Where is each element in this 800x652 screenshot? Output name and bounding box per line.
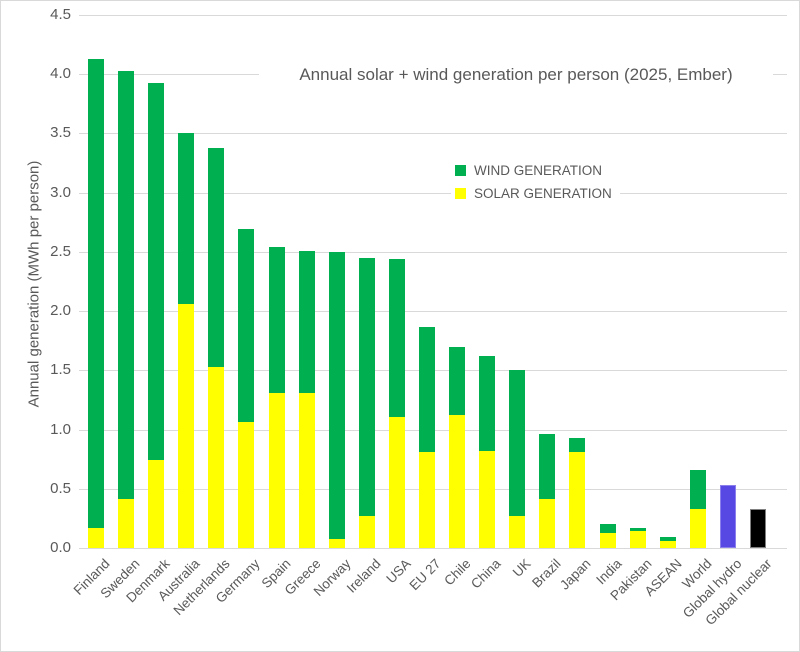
- bar-eu-27-wind-generation: [418, 326, 435, 453]
- y-tick-label: 4.0: [50, 65, 71, 83]
- gridline: [79, 15, 787, 16]
- y-tick-label: 0.0: [50, 539, 71, 556]
- bar-uk-wind-generation: [509, 370, 526, 516]
- bar-eu-27-solar-generation: [418, 452, 435, 548]
- y-tick-label: 3.0: [50, 183, 71, 201]
- bar-india-wind-generation: [599, 524, 616, 533]
- legend-item-solar: SOLAR GENERATION: [455, 182, 612, 205]
- y-tick-label: 0.5: [50, 479, 71, 497]
- bar-global-nuclear-other: [749, 508, 766, 548]
- bar-finland-solar-generation: [88, 527, 104, 548]
- y-tick-label: 4.5: [50, 6, 71, 23]
- bar-uk-solar-generation: [509, 516, 526, 548]
- bar-japan-wind-generation: [569, 437, 586, 453]
- bar-australia-solar-generation: [178, 304, 195, 548]
- bar-india-solar-generation: [599, 532, 616, 548]
- bar-spain-wind-generation: [268, 247, 285, 393]
- bar-germany-wind-generation: [238, 229, 255, 423]
- bar-world-solar-generation: [689, 508, 706, 548]
- gridline: [79, 192, 787, 194]
- bar-denmark-solar-generation: [148, 460, 165, 548]
- bar-ireland-wind-generation: [358, 257, 375, 516]
- bar-greece-wind-generation: [298, 250, 315, 393]
- bar-spain-solar-generation: [268, 392, 285, 548]
- bar-pakistan-wind-generation: [629, 527, 646, 532]
- bar-sweden-solar-generation: [118, 499, 135, 548]
- bar-pakistan-solar-generation: [629, 531, 646, 548]
- solar-legend-swatch: [455, 188, 466, 199]
- bar-germany-solar-generation: [238, 422, 255, 548]
- gridline: [79, 311, 787, 313]
- bar-japan-solar-generation: [569, 452, 586, 548]
- wind-legend-swatch: [455, 165, 466, 176]
- bar-asean-wind-generation: [659, 537, 676, 541]
- bar-norway-wind-generation: [328, 251, 345, 539]
- bar-norway-solar-generation: [328, 538, 345, 548]
- bar-netherlands-solar-generation: [208, 366, 225, 548]
- legend: WIND GENERATION SOLAR GENERATION: [451, 157, 620, 209]
- gridline: [79, 548, 787, 549]
- bar-netherlands-wind-generation: [208, 147, 225, 367]
- bar-brazil-solar-generation: [539, 499, 556, 548]
- y-tick-label: 1.0: [50, 420, 71, 438]
- bar-chile-wind-generation: [449, 346, 466, 416]
- bar-ireland-solar-generation: [358, 516, 375, 548]
- bar-china-wind-generation: [479, 356, 496, 451]
- wind-legend-label: WIND GENERATION: [474, 163, 602, 178]
- bar-global-hydro-other: [719, 485, 736, 548]
- gridline: [79, 133, 787, 135]
- bar-usa-solar-generation: [388, 416, 405, 548]
- y-tick-label: 1.5: [50, 361, 71, 379]
- bar-china-solar-generation: [479, 450, 496, 548]
- bar-denmark-wind-generation: [148, 82, 165, 461]
- bar-greece-solar-generation: [298, 392, 315, 548]
- bar-world-wind-generation: [689, 469, 706, 509]
- bar-chile-solar-generation: [449, 415, 466, 548]
- legend-item-wind: WIND GENERATION: [455, 159, 612, 182]
- y-axis-title: Annual generation (MWh per person): [25, 160, 43, 408]
- y-tick-label: 2.5: [50, 242, 71, 260]
- bar-australia-wind-generation: [178, 133, 195, 304]
- bar-finland-wind-generation: [88, 58, 104, 528]
- y-tick-label: 2.0: [50, 302, 71, 320]
- bar-sweden-wind-generation: [118, 70, 135, 500]
- bar-usa-wind-generation: [388, 258, 405, 417]
- y-tick-label: 3.5: [50, 124, 71, 142]
- bar-brazil-wind-generation: [539, 434, 556, 500]
- gridline: [79, 251, 787, 253]
- solar-legend-label: SOLAR GENERATION: [474, 186, 612, 201]
- bar-asean-solar-generation: [659, 540, 676, 548]
- chart-title: Annual solar + wind generation per perso…: [259, 61, 773, 88]
